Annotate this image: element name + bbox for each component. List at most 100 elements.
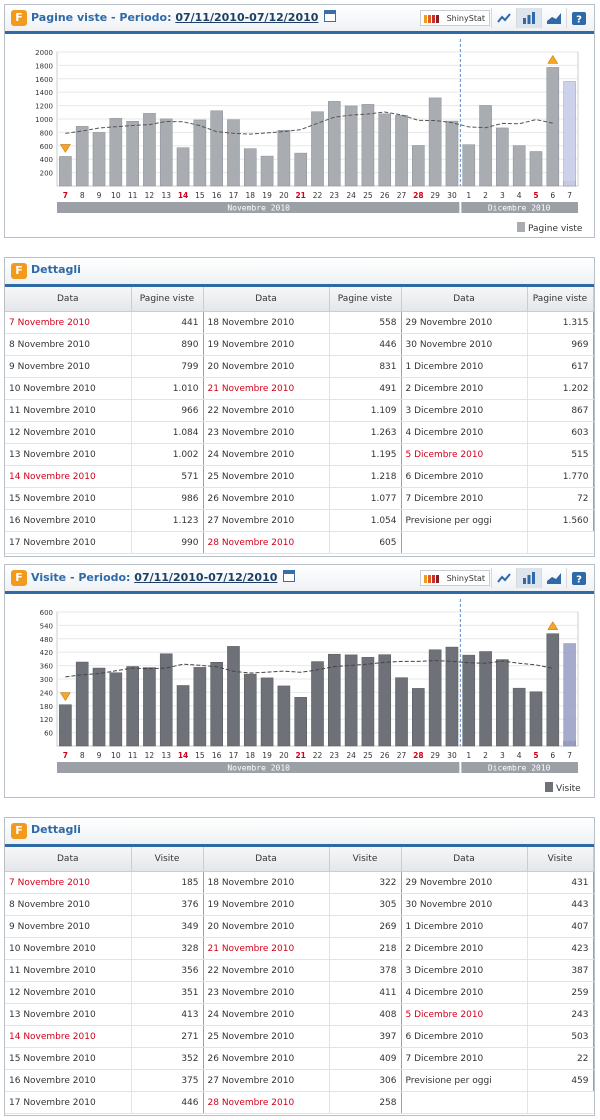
shinystat-logo: ShinyStat <box>420 570 490 586</box>
header-row: Data Visite Data Visite Data Visite <box>5 847 594 872</box>
bar <box>412 688 425 747</box>
month-label: Novembre 2010 <box>227 764 290 773</box>
bar <box>109 672 123 747</box>
value-cell: 1.123 <box>131 509 204 532</box>
panel-header: F Dettagli <box>5 258 594 287</box>
column-header-value[interactable]: Visite <box>131 847 204 872</box>
period-link[interactable]: 07/11/2010-07/12/2010 <box>175 11 319 24</box>
line-chart-button[interactable] <box>491 8 516 28</box>
x-tick-label: 13 <box>161 191 171 200</box>
panel-header: F Dettagli <box>5 818 594 847</box>
x-tick-label: 4 <box>517 191 522 200</box>
column-header-date[interactable]: Data <box>203 287 330 312</box>
x-tick-label: 19 <box>262 191 272 200</box>
column-header-value[interactable]: Visite <box>527 847 594 872</box>
shinystat-bars-icon <box>424 575 442 583</box>
date-cell: 30 Novembre 2010 <box>401 893 528 916</box>
date-cell: 16 Novembre 2010 <box>5 1069 132 1092</box>
bar <box>395 677 408 747</box>
column-header-date[interactable]: Data <box>5 287 132 312</box>
column-header-date[interactable]: Data <box>401 847 528 872</box>
area-chart-icon <box>547 13 561 24</box>
value-cell: 243 <box>527 1003 594 1026</box>
value-cell: 1.315 <box>527 311 594 334</box>
table-row: 15 Novembre 2010 352 26 Novembre 2010 409 7 … <box>5 1047 594 1070</box>
x-tick-label: 27 <box>397 191 407 200</box>
bar <box>462 144 476 187</box>
date-cell: 5 Dicembre 2010 <box>401 443 528 466</box>
brand-text: ShinyStat <box>446 574 485 583</box>
x-tick-label: 11 <box>128 191 138 200</box>
x-tick-label: 1 <box>466 751 471 760</box>
value-cell: 185 <box>131 871 204 894</box>
bar <box>109 118 123 187</box>
column-header-value[interactable]: Pagine viste <box>131 287 204 312</box>
table-row: 12 Novembre 2010 351 23 Novembre 2010 411 4 … <box>5 981 594 1004</box>
trend-line <box>65 660 553 678</box>
date-cell: 7 Dicembre 2010 <box>401 1047 528 1070</box>
date-cell: 8 Novembre 2010 <box>5 893 132 916</box>
y-tick-label: 60 <box>44 730 53 738</box>
calendar-icon[interactable] <box>283 570 296 582</box>
y-tick-label: 400 <box>40 156 53 164</box>
column-header-value[interactable]: Visite <box>329 847 402 872</box>
value-cell: 259 <box>527 981 594 1004</box>
bar-chart-button[interactable] <box>516 568 541 588</box>
value-cell: 867 <box>527 399 594 422</box>
bar <box>75 126 89 187</box>
value-cell: 349 <box>131 915 204 938</box>
chart-legend: Pagine viste <box>517 222 582 234</box>
bar <box>260 677 274 747</box>
brand-text: ShinyStat <box>446 14 485 23</box>
bar <box>277 685 291 747</box>
bar-chart-button[interactable] <box>516 8 541 28</box>
x-tick-label: 2 <box>483 751 488 760</box>
calendar-icon[interactable] <box>324 10 337 22</box>
bar <box>126 121 139 187</box>
x-tick-label: 16 <box>212 751 222 760</box>
value-cell: 1.560 <box>527 509 594 532</box>
line-chart-icon <box>497 573 511 583</box>
column-header-date[interactable]: Data <box>203 847 330 872</box>
column-header-date[interactable]: Data <box>401 287 528 312</box>
value-cell: 558 <box>329 311 402 334</box>
x-tick-label: 12 <box>145 751 155 760</box>
x-tick-label: 17 <box>229 191 239 200</box>
table-row: 13 Novembre 2010 1.002 24 Novembre 2010 1.1… <box>5 443 594 466</box>
max-marker-icon <box>547 54 559 64</box>
bar <box>193 667 207 747</box>
bar <box>260 155 274 187</box>
value-cell: 378 <box>329 959 402 982</box>
area-chart-button[interactable] <box>541 8 566 28</box>
period-link[interactable]: 07/11/2010-07/12/2010 <box>134 571 278 584</box>
bar <box>395 115 408 187</box>
bar <box>512 145 526 187</box>
legend-label: Pagine viste <box>528 224 583 234</box>
column-header-value[interactable]: Pagine viste <box>527 287 594 312</box>
column-header-value[interactable]: Pagine viste <box>329 287 402 312</box>
date-cell: 15 Novembre 2010 <box>5 487 132 510</box>
value-cell: 1.218 <box>329 465 402 488</box>
panel-title: Pagine viste - Periodo: 07/11/2010-07/12… <box>31 10 337 24</box>
x-tick-label: 5 <box>533 191 538 200</box>
date-cell: 9 Novembre 2010 <box>5 355 132 378</box>
visits-chart: 60 120 180 240 300 360 420 480 540 600 7 8 9 10 11 12 13… <box>5 594 594 798</box>
date-cell: 27 Novembre 2010 <box>203 1069 330 1092</box>
value-cell: 1.084 <box>131 421 204 444</box>
date-cell: 4 Dicembre 2010 <box>401 421 528 444</box>
area-chart-button[interactable] <box>541 568 566 588</box>
date-cell: 26 Novembre 2010 <box>203 1047 330 1070</box>
x-tick-label: 15 <box>195 191 205 200</box>
bar <box>328 101 341 187</box>
value-cell: 407 <box>527 915 594 938</box>
column-header-date[interactable]: Data <box>5 847 132 872</box>
bar <box>227 119 240 187</box>
help-button[interactable]: ? <box>566 8 591 28</box>
x-tick-label: 7 <box>567 751 572 760</box>
date-cell: 3 Dicembre 2010 <box>401 399 528 422</box>
help-button[interactable]: ? <box>566 568 591 588</box>
date-cell: 6 Dicembre 2010 <box>401 465 528 488</box>
bar <box>126 666 139 747</box>
month-band <box>461 202 578 213</box>
line-chart-button[interactable] <box>491 568 516 588</box>
